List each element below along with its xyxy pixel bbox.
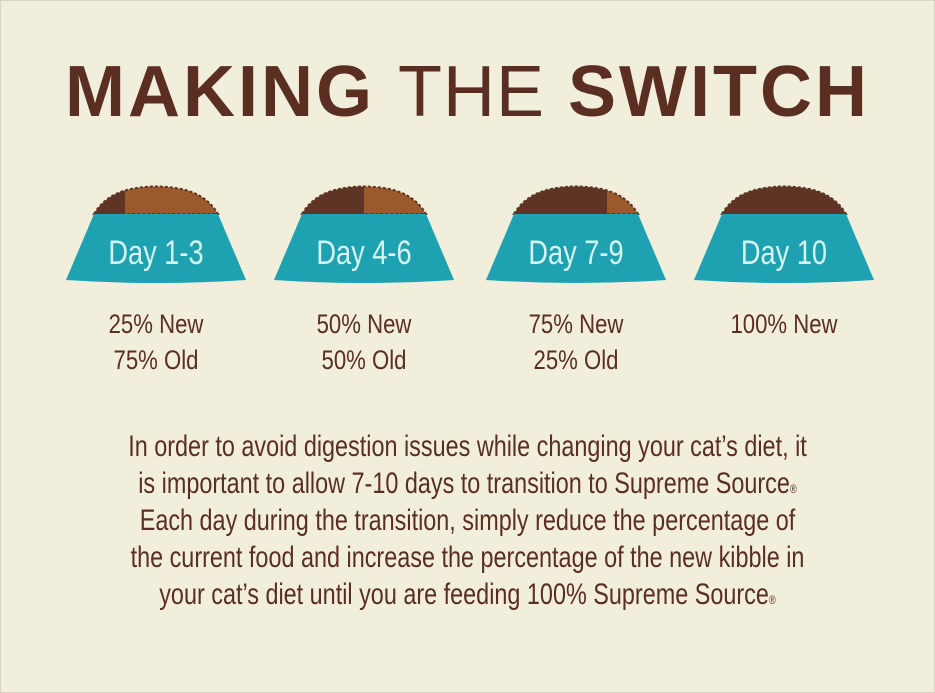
paragraph-line: the current food and increase the percen…: [130, 541, 805, 574]
title-word-making: MAKING: [65, 52, 375, 132]
bowl-body: [486, 214, 666, 283]
old-percent: 50% Old: [321, 345, 407, 375]
new-food: [722, 186, 846, 214]
page-title: MAKING THE SWITCH: [0, 52, 935, 132]
day-label: Day 1-3: [108, 233, 203, 272]
ratio-label: 75% New 25% Old: [494, 306, 658, 378]
new-food: [302, 186, 364, 214]
ratio-label: 50% New 50% Old: [282, 306, 446, 378]
paragraph-line: Each day during the transition, simply r…: [139, 504, 796, 537]
new-percent: 75% New: [528, 309, 624, 339]
bowl-4: Day 10: [694, 185, 874, 283]
bowl-body: [66, 214, 246, 283]
paragraph-line: your cat’s diet until you are feeding 10…: [159, 578, 776, 611]
bowl-illustrations: Day 1-3 Day 4-6 Day 7-9 Day 10: [66, 185, 874, 283]
transition-instructions: In order to avoid digestion issues while…: [25, 428, 910, 613]
bowl-1: Day 1-3: [66, 185, 246, 283]
bowl-2: Day 4-6: [274, 185, 454, 283]
new-percent: 100% New: [730, 309, 838, 339]
bowl-body: [274, 214, 454, 283]
old-percent: 75% Old: [113, 345, 199, 375]
title-word-the: THE: [398, 52, 545, 132]
paragraph-line: In order to avoid digestion issues while…: [128, 430, 807, 463]
paragraph-line: is important to allow 7-10 days to trans…: [138, 467, 797, 500]
new-percent: 25% New: [108, 309, 204, 339]
day-label: Day 4-6: [316, 233, 411, 272]
new-percent: 50% New: [316, 309, 412, 339]
ratio-label: 25% New 75% Old: [74, 306, 238, 378]
old-percent: 25% Old: [533, 345, 619, 375]
bowl-3: Day 7-9: [486, 185, 666, 283]
title-word-switch: SWITCH: [568, 52, 870, 132]
bowl-body: [694, 214, 874, 283]
ratio-label: 100% New: [702, 306, 866, 342]
day-label: Day 10: [741, 233, 827, 272]
day-label: Day 7-9: [528, 233, 623, 272]
